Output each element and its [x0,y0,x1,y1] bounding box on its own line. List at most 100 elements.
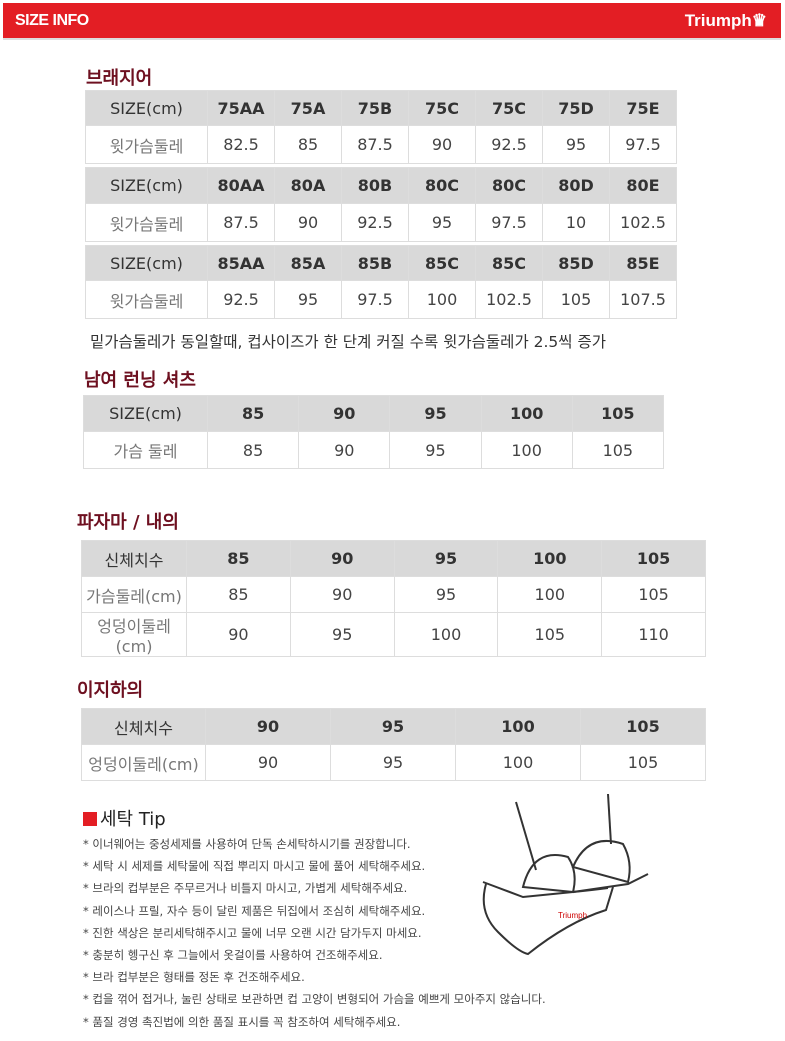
bra-size-table: SIZE(cm) 80AA 80A 80B 80C 80C 80D 80E 윗가슴둘레 87.5 9… [85,167,677,242]
table-cell: 85 [274,125,342,164]
table-cell: 90 [274,203,342,242]
row-label: 신체치수 [81,540,187,577]
table-cell: 80D [542,167,610,204]
table-cell: 85A [274,245,342,281]
wash-tip-item: * 품질 경영 촉진법에 의한 품질 표시를 꼭 참조하여 세탁해주세요. [83,1014,401,1029]
table-header-row: SIZE(cm) 85 90 95 100 105 [83,395,664,432]
wash-tip-item: * 세탁 시 세제를 세탁물에 직접 뿌리지 마시고 물에 풀어 세탁해주세요. [83,859,426,874]
table-cell: 80B [341,167,409,204]
table-cell: 80AA [207,167,275,204]
table-cell: 107.5 [609,280,677,319]
bra-size-table: SIZE(cm) 85AA 85A 85B 85C 85C 85D 85E 윗가슴둘레 92.5 9… [85,245,677,319]
table-cell: 90 [408,125,476,164]
table-cell: 95 [330,744,456,781]
table-row: 엉덩이둘레(cm) 90 95 100 105 110 [81,612,706,657]
row-label: SIZE(cm) [83,395,208,432]
table-cell: 95 [389,431,482,469]
table-cell: 105 [497,612,603,657]
header-bar: SIZE INFO Triumph♛ [3,3,781,40]
table-row: 가슴둘레(cm) 85 90 95 100 105 [81,576,706,613]
table-cell: 82.5 [207,125,275,164]
bra-title: 브래지어 [86,68,153,89]
table-cell: 105 [542,280,610,319]
table-cell: 95 [393,540,499,577]
svg-text:Triumph: Triumph [558,911,587,920]
table-cell: 85E [609,245,677,281]
table-cell: 92.5 [475,125,543,164]
table-row: 엉덩이둘레(cm) 90 95 100 105 [81,744,706,781]
red-square-icon [83,812,97,826]
table-header-row: 신체치수 85 90 95 100 105 [81,540,706,577]
table-cell: 95 [542,125,610,164]
table-cell: 105 [571,431,664,469]
table-cell: 97.5 [475,203,543,242]
table-cell: 90 [205,708,331,745]
table-cell: 100 [408,280,476,319]
wash-tip-item: * 브라의 컵부분은 주무르거나 비틀지 마시고, 가볍게 세탁해주세요. [83,881,408,896]
table-row: 윗가슴둘레 92.5 95 97.5 100 102.5 105 107.5 [85,280,677,319]
table-row: 윗가슴둘레 82.5 85 87.5 90 92.5 95 97.5 [85,125,677,164]
table-cell: 100 [497,576,603,613]
row-label: SIZE(cm) [85,167,208,204]
table-cell: 100 [480,395,573,432]
table-cell: 105 [601,576,706,613]
row-label: 가슴 둘레 [83,431,208,469]
table-cell: 80E [609,167,677,204]
table-row: 가슴 둘레 85 90 95 100 105 [83,431,664,469]
row-label: SIZE(cm) [85,90,208,126]
table-cell: 95 [393,576,499,613]
table-cell: 80C [475,167,543,204]
table-cell: 87.5 [207,203,275,242]
table-cell: 85 [186,540,291,577]
table-cell: 85C [475,245,543,281]
wash-tip-item: * 컵을 꺾어 접거나, 눌린 상태로 보관하면 컵 고양이 변형되어 가슴을 … [83,992,546,1007]
page-title: SIZE INFO [15,12,89,29]
table-cell: 97.5 [341,280,409,319]
table-cell: 105 [601,540,706,577]
row-label: 윗가슴둘레 [85,280,208,319]
table-cell: 100 [455,744,581,781]
table-cell: 92.5 [341,203,409,242]
table-cell: 105 [580,744,706,781]
easy-title: 이지하의 [77,680,144,701]
table-cell: 105 [580,708,706,745]
row-label: 엉덩이둘레(cm) [81,612,187,657]
wash-tip-item: * 충분히 헹구신 후 그늘에서 옷걸이를 사용하여 건조해주세요. [83,947,383,962]
wash-tip-item: * 브라 컵부분은 형태를 정돈 후 건조해주세요. [83,970,305,985]
table-cell: 10 [542,203,610,242]
table-cell: 102.5 [475,280,543,319]
table-cell: 75E [609,90,677,126]
wash-tip-title: 세탁 Tip [83,805,166,831]
table-cell: 90 [298,395,391,432]
bra-illustration: Triumph [482,793,649,956]
table-cell: 110 [601,612,706,657]
row-label: SIZE(cm) [85,245,208,281]
table-cell: 100 [497,540,603,577]
table-cell: 92.5 [207,280,275,319]
table-cell: 100 [455,708,581,745]
table-cell: 80A [274,167,342,204]
table-cell: 100 [393,612,499,657]
table-cell: 85AA [207,245,275,281]
table-cell: 75B [341,90,409,126]
pajama-title: 파자마 / 내의 [77,512,179,533]
shirts-title: 남여 런닝 셔츠 [84,370,196,391]
row-label: 가슴둘레(cm) [81,576,187,613]
row-label: 윗가슴둘레 [85,125,208,164]
table-cell: 97.5 [609,125,677,164]
table-cell: 80C [408,167,476,204]
table-cell: 102.5 [609,203,677,242]
table-cell: 75D [542,90,610,126]
table-cell: 90 [289,540,395,577]
wash-tip-item: * 레이스나 프릴, 자수 등이 달린 제품은 뒤집에서 조심히 세탁해주세요. [83,903,426,918]
table-cell: 75AA [207,90,275,126]
table-cell: 95 [389,395,482,432]
easy-size-table: 신체치수 90 95 100 105 엉덩이둘레(cm) 90 95 100 105 [81,708,706,781]
table-cell: 90 [298,431,391,469]
table-cell: 90 [186,612,291,657]
wash-tip-item: * 이너웨어는 중성세제를 사용하여 단독 손세탁하시기를 권장합니다. [83,837,411,851]
bra-size-table: SIZE(cm) 75AA 75A 75B 75C 75C 75D 75E 윗가슴둘레 82.5 8… [85,90,677,164]
table-cell: 95 [289,612,395,657]
table-header-row: SIZE(cm) 85AA 85A 85B 85C 85C 85D 85E [85,245,677,281]
wash-tip-item: * 진한 색상은 분리세탁해주시고 물에 너무 오랜 시간 담가두지 마세요. [83,925,422,940]
